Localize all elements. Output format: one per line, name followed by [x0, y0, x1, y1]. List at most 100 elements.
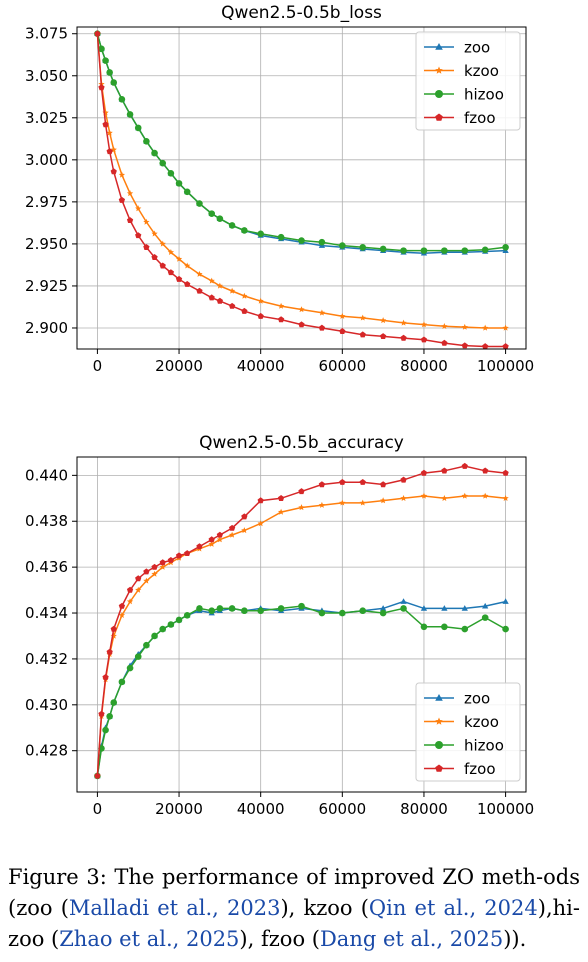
caption-mid-1: ), kzoo ( [280, 896, 369, 920]
data-point-hizoo [98, 45, 105, 53]
data-point-fzoo [196, 287, 203, 294]
data-point-hizoo [359, 243, 367, 251]
legend-marker-kzoo [435, 717, 443, 725]
data-point-kzoo [184, 262, 191, 269]
data-point-fzoo [175, 275, 183, 282]
citation-malladi[interactable]: Malladi et al., 2023 [68, 896, 281, 920]
data-point-hizoo [257, 607, 264, 615]
plot-frame [76, 456, 527, 793]
data-point-zoo [420, 605, 428, 611]
data-point-kzoo [339, 499, 346, 506]
data-point-fzoo [167, 269, 175, 276]
data-point-kzoo [241, 527, 248, 534]
data-point-hizoo [159, 159, 167, 167]
data-point-kzoo [106, 129, 113, 136]
legend-marker-hizoo [435, 741, 443, 749]
data-point-fzoo [216, 531, 223, 538]
chart-title: Qwen2.5-0.5b_loss [221, 3, 382, 23]
series-line-fzoo [96, 465, 506, 776]
data-point-hizoo [502, 243, 509, 251]
data-point-hizoo [241, 607, 248, 615]
data-point-kzoo [118, 612, 126, 618]
data-point-hizoo [126, 111, 134, 118]
data-point-fzoo [151, 563, 158, 570]
data-point-hizoo [175, 616, 183, 624]
data-point-fzoo [216, 297, 223, 304]
y-tick-label: 2.925 [25, 277, 68, 295]
data-point-kzoo [143, 218, 150, 225]
data-point-hizoo [167, 621, 175, 628]
citation-zhao[interactable]: Zhao et al., 2025 [59, 927, 240, 951]
y-tick-label: 0.436 [25, 558, 68, 576]
data-point-hizoo [400, 247, 407, 254]
legend-marker-fzoo [435, 764, 443, 772]
data-point-hizoo [441, 247, 448, 254]
data-point-kzoo [380, 317, 387, 324]
data-point-fzoo [502, 469, 509, 476]
data-point-kzoo [502, 324, 509, 331]
data-point-hizoo [228, 605, 236, 612]
data-point-hizoo [183, 188, 191, 196]
data-point-kzoo [461, 492, 468, 499]
data-point-hizoo [143, 138, 150, 145]
legend-label-hizoo: hizoo [464, 737, 504, 755]
y-tick-label: 0.434 [25, 604, 68, 622]
data-point-fzoo [94, 30, 101, 37]
data-point-kzoo [318, 501, 326, 508]
data-point-hizoo [196, 200, 203, 207]
data-point-fzoo [400, 334, 407, 341]
data-point-fzoo [359, 478, 366, 485]
legend-marker-zoo [435, 694, 443, 701]
citation-dang[interactable]: Dang et al., 2025 [319, 927, 504, 951]
data-point-hizoo [196, 605, 203, 612]
data-point-hizoo [208, 210, 215, 217]
data-point-hizoo [359, 607, 367, 615]
data-point-fzoo [380, 481, 387, 488]
x-tick-label: 0 [93, 800, 103, 818]
data-point-hizoo [318, 609, 326, 617]
data-point-fzoo [228, 524, 236, 531]
data-point-zoo [441, 605, 448, 611]
data-point-fzoo [98, 710, 105, 717]
data-point-fzoo [184, 550, 191, 557]
data-point-hizoo [502, 625, 509, 633]
data-point-fzoo [106, 148, 113, 155]
data-point-kzoo [339, 312, 346, 319]
data-point-kzoo [135, 205, 142, 212]
data-point-fzoo [241, 513, 248, 520]
data-point-hizoo [318, 238, 326, 246]
data-point-kzoo [208, 540, 215, 547]
data-point-kzoo [277, 508, 285, 515]
caption-prefix: Figure 3: The performance of improved ZO… [8, 865, 580, 920]
data-point-fzoo [257, 312, 264, 319]
x-tick-label: 60000 [318, 357, 366, 375]
data-point-fzoo [359, 331, 366, 338]
chart-title: Qwen2.5-0.5b_accuracy [199, 433, 404, 453]
data-point-hizoo [110, 699, 118, 706]
data-point-fzoo [461, 462, 468, 469]
data-point-zoo [502, 598, 509, 604]
x-tick-label: 40000 [237, 800, 285, 818]
data-point-fzoo [184, 280, 191, 287]
legend-label-kzoo: kzoo [464, 62, 499, 80]
x-tick-label: 60000 [318, 800, 366, 818]
data-point-fzoo [196, 543, 203, 550]
citation-qin[interactable]: Qin et al., 2024 [368, 896, 538, 920]
data-point-hizoo [298, 602, 305, 610]
data-point-hizoo [134, 653, 142, 660]
data-point-hizoo [277, 233, 285, 241]
data-point-kzoo [482, 492, 489, 499]
data-point-hizoo [379, 245, 387, 253]
data-point-fzoo [339, 328, 346, 335]
data-point-fzoo [318, 481, 326, 488]
data-point-hizoo [167, 169, 175, 177]
data-point-hizoo [106, 712, 113, 720]
data-point-fzoo [461, 342, 468, 349]
data-point-fzoo [482, 467, 489, 474]
data-point-hizoo [441, 623, 448, 631]
y-tick-label: 2.975 [25, 193, 68, 211]
data-point-kzoo [277, 302, 285, 309]
x-tick-label: 40000 [237, 357, 285, 375]
x-tick-label: 20000 [155, 357, 203, 375]
